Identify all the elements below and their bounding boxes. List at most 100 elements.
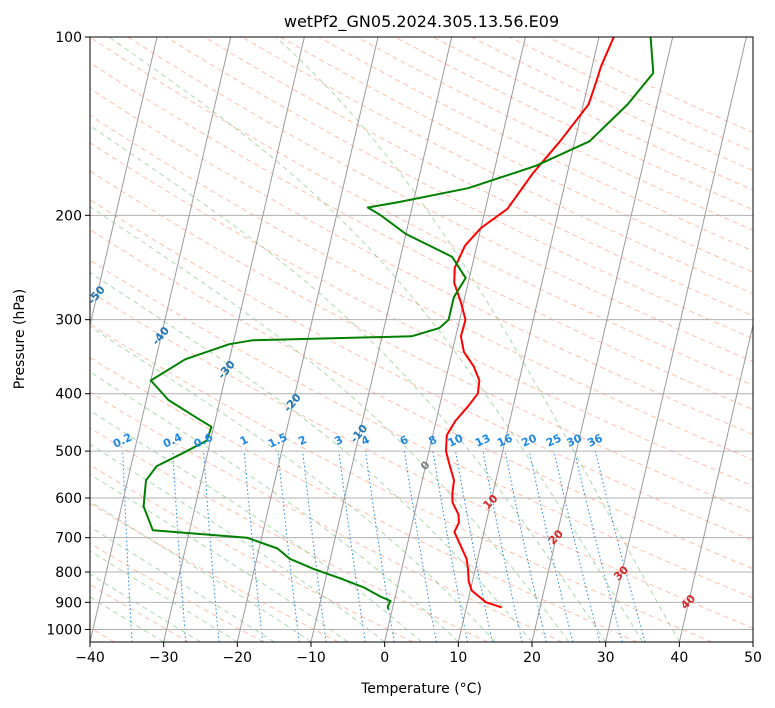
dry-adiabat (90, 199, 753, 542)
y-axis-title: Pressure (hPa) (12, 289, 28, 389)
dry-adiabat (547, 37, 753, 134)
mixing-ratio-label: 0.2 (111, 431, 134, 451)
moist-adiabat (90, 371, 459, 642)
overlay-labels: -100-90-80-70-60-50-40-30-20-100.10.20.4… (22, 237, 698, 612)
y-tick-label: 500 (55, 444, 82, 460)
isotherm-line (163, 37, 305, 642)
dry-adiabat (90, 502, 339, 642)
dry-adiabat (90, 142, 753, 487)
mixing-ratio-line (338, 451, 366, 642)
y-tick-label: 600 (55, 491, 82, 507)
dry-adiabat (356, 37, 753, 231)
dry-adiabat (90, 391, 563, 642)
isotherm-lines (0, 37, 753, 642)
isotherm-label: 0 (418, 458, 433, 473)
dry-adiabat (90, 427, 488, 642)
moist-adiabat (90, 526, 275, 642)
y-tick-label: 300 (55, 313, 82, 329)
y-tick-label: 400 (55, 387, 82, 403)
x-tick-label: −10 (296, 650, 326, 666)
chart-title: wetPf2_GN05.2024.305.13.56.E09 (284, 12, 559, 32)
isotherm-label: 40 (678, 592, 698, 612)
dry-adiabats (90, 37, 753, 642)
dry-adiabat (90, 357, 638, 642)
saturation-label: -60 (22, 237, 45, 261)
mixing-ratio-line (574, 450, 623, 642)
x-tick-label: 20 (523, 650, 541, 666)
dry-adiabat (90, 229, 753, 570)
x-tick-label: 40 (670, 650, 688, 666)
dry-adiabat (90, 542, 264, 642)
x-tick-label: 0 (380, 650, 389, 666)
mixing-ratio-label: 16 (495, 431, 515, 449)
dry-adiabat (509, 37, 753, 152)
isotherm-line (0, 37, 10, 642)
mixing-ratio-line (365, 451, 395, 642)
mixing-ratio-label: 3 (333, 433, 345, 448)
moist-adiabats (90, 37, 680, 642)
moist-adiabat (275, 37, 680, 642)
isotherm-label: 20 (546, 527, 566, 547)
moist-adiabat (90, 125, 607, 642)
mixing-ratio-label: 36 (585, 431, 605, 449)
isotherm-line (457, 37, 600, 642)
dry-adiabat (90, 584, 190, 642)
dry-adiabat (470, 37, 753, 172)
isotherm-line (752, 639, 753, 642)
moist-adiabat (90, 550, 238, 642)
x-tick-label: 50 (744, 650, 762, 666)
plot-frame (89, 36, 754, 643)
moist-adiabat (108, 37, 643, 642)
moist-adiabat (90, 443, 385, 642)
y-tick-label: 700 (55, 531, 82, 547)
mixing-ratio-label: 2 (296, 433, 308, 448)
dry-adiabat (318, 37, 753, 252)
mixing-ratio-label: 13 (473, 432, 492, 450)
plot-area: -100-90-80-70-60-50-40-30-20-100.10.20.4… (0, 37, 753, 642)
mixing-ratio-lines (122, 450, 646, 642)
moist-adiabat (90, 473, 349, 642)
mixing-ratio-label: 8 (427, 433, 439, 448)
x-tick-label: −40 (75, 650, 105, 666)
dry-adiabat (90, 37, 753, 386)
mixing-ratio-label: 25 (544, 432, 563, 450)
axis-ticks: −40 −30 −20 −10 0 10 20 30 40 5010020030040050060… (46, 30, 762, 666)
dry-adiabat (127, 37, 753, 363)
dry-adiabat (90, 259, 753, 599)
isotherm-line (310, 37, 453, 642)
x-tick-label: 30 (597, 650, 615, 666)
x-tick-label: −30 (149, 650, 179, 666)
isotherm-line (90, 37, 232, 642)
y-tick-label: 200 (55, 208, 82, 224)
temperature-line (445, 37, 615, 609)
moist-adiabat (90, 271, 533, 642)
mixing-ratio-line (528, 450, 574, 642)
x-tick-label: 10 (449, 650, 467, 666)
dewpoint-line (142, 37, 655, 610)
isotherm-line (678, 323, 753, 642)
pressure-gridlines (90, 37, 753, 630)
mixing-ratio-line (594, 450, 646, 642)
y-tick-label: 1000 (46, 622, 82, 638)
mixing-ratio-line (432, 451, 468, 642)
mixing-ratio-line (504, 451, 547, 642)
y-tick-label: 800 (55, 565, 82, 581)
dry-adiabat (90, 464, 414, 642)
mixing-ratio-line (277, 451, 300, 642)
dry-adiabat (90, 323, 712, 642)
mixing-ratio-line (455, 451, 493, 642)
isotherm-line (531, 37, 674, 642)
mixing-ratio-label: 20 (519, 431, 539, 449)
isotherm-line (90, 37, 158, 328)
isotherm-line (384, 37, 526, 642)
y-tick-label: 100 (55, 30, 82, 46)
moist-adiabat (90, 206, 570, 642)
moist-adiabat (90, 325, 496, 642)
dry-adiabat (203, 37, 753, 317)
saturation-label: -50 (85, 283, 108, 307)
x-tick-label: −20 (223, 650, 253, 666)
mixing-ratio-line (172, 451, 187, 642)
mixing-ratio-line (553, 450, 601, 642)
saturation-label: -40 (149, 324, 172, 348)
